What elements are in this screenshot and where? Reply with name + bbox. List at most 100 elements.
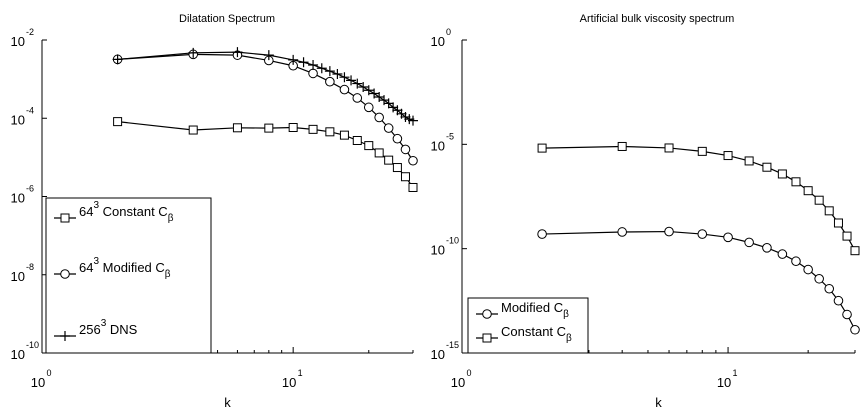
y-tick-label-exponent: -10: [26, 340, 39, 350]
series-circle: [537, 226, 860, 335]
data-point-circle: [723, 232, 733, 243]
y-tick-label-exponent: -8: [26, 262, 34, 272]
data-point-square: [384, 155, 394, 165]
data-point-plus: [188, 47, 199, 58]
y-tick-label-exponent: -2: [26, 27, 34, 37]
data-point-square: [188, 125, 198, 135]
bulk-viscosity-spectrum-panel: Artificial bulk viscosity spectrum100101…: [431, 13, 860, 410]
data-point-circle: [400, 144, 411, 155]
data-point-circle: [308, 68, 318, 79]
data-point-square: [374, 148, 384, 158]
data-point-square: [392, 163, 402, 173]
data-point-square: [264, 123, 274, 133]
y-tick-label: 10: [11, 34, 25, 49]
data-point-plus: [308, 59, 319, 70]
x-axis-label: k: [655, 395, 662, 410]
y-tick-label-exponent: -15: [446, 340, 459, 350]
data-point-square: [352, 135, 362, 145]
data-point-square: [723, 151, 733, 161]
chart-title: Artificial bulk viscosity spectrum: [580, 13, 735, 25]
data-point-square: [824, 206, 834, 216]
data-point-circle: [537, 229, 547, 239]
legend-label: 643 Constant Cβ: [79, 200, 174, 224]
data-point-square: [744, 156, 754, 166]
data-point-square: [288, 123, 298, 133]
x-tick-label-exponent: 1: [733, 368, 738, 378]
data-point-square: [697, 146, 707, 156]
data-point-plus: [352, 78, 363, 89]
y-tick-label-exponent: -4: [26, 105, 34, 115]
data-point-circle: [803, 264, 813, 275]
data-point-circle: [814, 273, 824, 284]
data-point-circle: [824, 283, 835, 294]
legend-marker-circle: [60, 269, 70, 279]
y-tick-label-exponent: 0: [446, 27, 451, 37]
y-tick-label-exponent: -10: [446, 236, 459, 246]
data-point-circle: [352, 93, 363, 103]
x-axis-label: k: [224, 395, 231, 410]
legend-marker-plus: [60, 331, 70, 341]
x-tick-label: 10: [451, 375, 465, 390]
legend: Modified Cβ Constant Cβ: [467, 297, 589, 354]
data-point-circle: [791, 256, 801, 267]
legend: 643 Constant Cβ 643 Modified Cβ 2563 DNS: [45, 197, 212, 354]
data-point-square: [664, 143, 674, 153]
data-point-circle: [408, 155, 418, 166]
data-point-square: [364, 141, 374, 151]
series-line: [542, 230, 856, 331]
data-point-plus: [112, 54, 123, 65]
dilatation-spectrum-panel: Dilatation Spectrum10010110-210-410-610-…: [11, 13, 418, 410]
legend-box: [467, 297, 589, 354]
data-point-circle: [777, 249, 788, 259]
data-point-plus: [363, 85, 374, 96]
data-point-plus: [232, 47, 243, 58]
data-point-circle: [617, 227, 627, 237]
x-tick-label: 10: [282, 375, 296, 390]
data-point-plus: [339, 72, 350, 83]
data-point-plus: [263, 50, 274, 61]
legend-label: 2563 DNS: [79, 318, 138, 337]
data-point-plus: [408, 115, 418, 126]
y-tick-label: 10: [11, 191, 25, 206]
data-point-circle: [325, 76, 335, 87]
data-point-square: [232, 123, 242, 133]
x-tick-label: 10: [31, 375, 45, 390]
data-point-square: [408, 182, 418, 192]
y-tick-label: 10: [431, 243, 445, 258]
data-point-square: [400, 172, 410, 182]
data-point-plus: [383, 98, 394, 109]
legend-label: 643 Modified Cβ: [79, 256, 171, 280]
data-point-circle: [392, 133, 403, 144]
data-point-square: [842, 231, 852, 241]
data-point-square: [777, 169, 787, 179]
x-tick-label-exponent: 0: [467, 368, 472, 378]
data-point-circle: [363, 102, 374, 113]
series-square: [537, 141, 860, 256]
data-point-square: [762, 162, 772, 172]
data-point-circle: [850, 324, 860, 335]
data-point-square: [537, 143, 547, 153]
data-point-square: [325, 127, 335, 137]
legend-label: Modified Cβ: [501, 300, 569, 320]
data-point-plus: [346, 75, 357, 86]
data-point-square: [617, 141, 627, 151]
data-point-plus: [358, 81, 369, 92]
data-point-circle: [383, 123, 394, 133]
data-point-circle: [842, 309, 852, 320]
chart-title: Dilatation Spectrum: [179, 13, 275, 25]
data-point-square: [814, 195, 824, 205]
x-tick-label: 10: [717, 375, 731, 390]
y-tick-label: 10: [11, 269, 25, 284]
y-tick-label-exponent: -6: [26, 184, 34, 194]
data-point-square: [113, 117, 123, 127]
y-tick-label: 10: [11, 347, 25, 362]
legend-marker-square: [482, 333, 492, 343]
y-tick-label: 10: [431, 347, 445, 362]
legend-marker-square: [60, 213, 70, 223]
y-tick-label: 10: [431, 34, 445, 49]
data-point-plus: [316, 63, 327, 74]
data-point-square: [803, 186, 813, 196]
legend-marker-circle: [482, 309, 492, 319]
data-point-circle: [697, 229, 708, 239]
